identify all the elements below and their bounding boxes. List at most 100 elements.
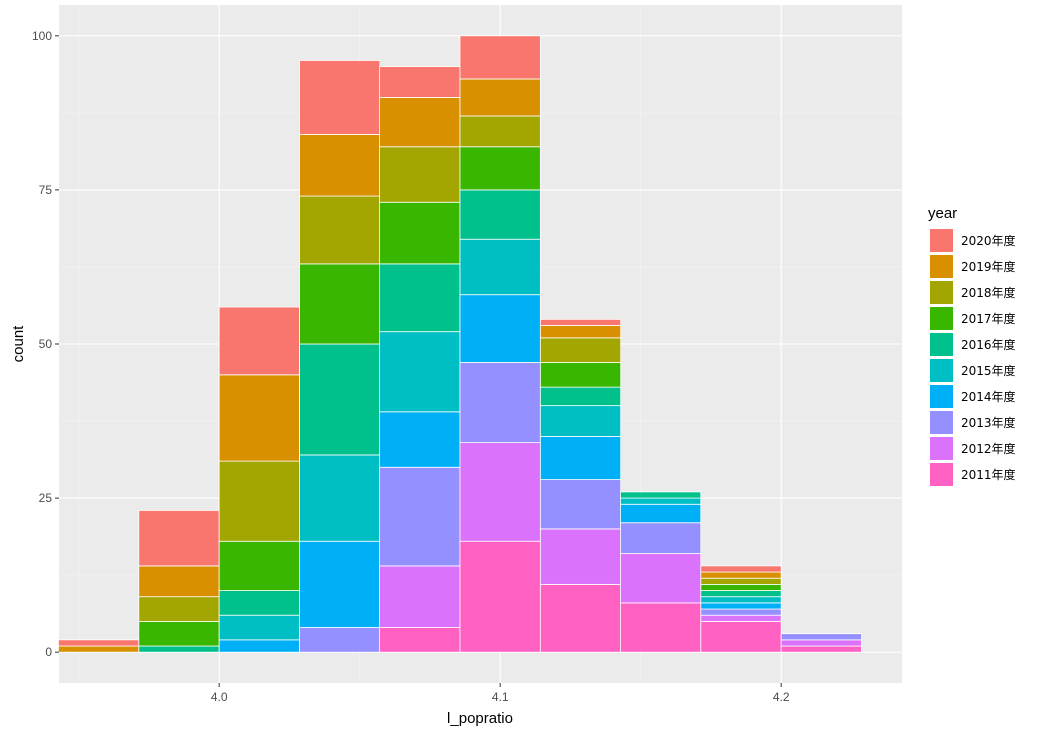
bar-segment xyxy=(299,343,381,456)
legend-key xyxy=(930,359,953,382)
bar-segment xyxy=(700,577,782,585)
y-tick-label: 50 xyxy=(39,337,53,351)
legend-label: 2014年度 xyxy=(961,389,1016,404)
bar-segment xyxy=(700,571,782,579)
bar-segment xyxy=(138,620,220,647)
bar-segment xyxy=(379,146,461,203)
bar-segment xyxy=(218,540,300,591)
bar-segment xyxy=(299,134,381,197)
legend-key xyxy=(930,437,953,460)
bar-segment xyxy=(539,479,622,530)
bar-segment xyxy=(218,374,300,462)
bar-segment xyxy=(539,362,622,388)
bar-segment xyxy=(218,460,300,542)
bar-segment xyxy=(620,497,702,505)
bar-segment xyxy=(299,195,381,265)
bar-segment xyxy=(379,331,461,413)
bar-segment xyxy=(218,306,300,376)
bar-segment xyxy=(620,491,702,499)
legend-key xyxy=(930,333,953,356)
y-axis-title: count xyxy=(10,325,27,363)
bar-segment xyxy=(780,645,862,653)
bar-segment xyxy=(459,78,541,117)
bar-segment xyxy=(539,318,622,326)
bar-segment xyxy=(620,602,702,653)
bar-segment xyxy=(138,596,220,622)
bar-segment xyxy=(780,633,862,641)
legend-label: 2011年度 xyxy=(961,467,1016,482)
bar-segment xyxy=(459,294,541,363)
y-tick-label: 75 xyxy=(39,183,53,197)
bar-segment xyxy=(700,608,782,616)
x-tick-label: 4.2 xyxy=(773,690,790,704)
legend-key xyxy=(930,411,953,434)
bar-segment xyxy=(379,97,461,148)
bar-segment xyxy=(459,115,541,148)
x-tick-label: 4.0 xyxy=(211,690,228,704)
bar-segment xyxy=(539,583,622,653)
legend-key xyxy=(930,281,953,304)
bar-segment xyxy=(379,627,461,653)
bars-layer xyxy=(58,35,862,653)
legend-key xyxy=(930,229,953,252)
bar-segment xyxy=(379,466,461,567)
bar-segment xyxy=(700,614,782,622)
bar-segment xyxy=(459,540,541,653)
legend-key xyxy=(930,463,953,486)
legend-label: 2015年度 xyxy=(961,363,1016,378)
bar-segment xyxy=(379,263,461,333)
bar-segment xyxy=(620,522,702,554)
bar-segment xyxy=(218,639,300,653)
bar-segment xyxy=(379,565,461,628)
legend-title: year xyxy=(928,205,957,222)
bar-segment xyxy=(539,325,622,339)
x-axis-title: l_popratio xyxy=(447,710,513,727)
bar-segment xyxy=(299,60,381,135)
legend-label: 2012年度 xyxy=(961,441,1016,456)
bar-segment xyxy=(459,189,541,240)
axes-layer: 0 25 50 75 100 4.0 4.1 4.2 xyxy=(32,29,790,704)
legend-label: 2017年度 xyxy=(961,311,1016,326)
bar-segment xyxy=(620,503,702,524)
bar-segment xyxy=(539,436,622,481)
legend-label: 2019年度 xyxy=(961,259,1016,274)
bar-segment xyxy=(299,454,381,542)
legend-key xyxy=(930,385,953,408)
x-tick-label: 4.1 xyxy=(492,690,509,704)
legend-label: 2018年度 xyxy=(961,285,1016,300)
bar-segment xyxy=(218,590,300,616)
bar-segment xyxy=(459,442,541,542)
bar-segment xyxy=(299,540,381,628)
bar-segment xyxy=(138,510,220,567)
bar-segment xyxy=(379,201,461,265)
bar-segment xyxy=(539,337,622,363)
bar-segment xyxy=(700,602,782,610)
bar-segment xyxy=(379,66,461,98)
bar-segment xyxy=(218,614,300,641)
bar-segment xyxy=(459,35,541,80)
y-tick-label: 100 xyxy=(32,29,52,43)
bar-segment xyxy=(379,411,461,468)
bar-segment xyxy=(539,405,622,437)
bar-segment xyxy=(58,645,140,653)
bar-segment xyxy=(459,146,541,191)
bar-segment xyxy=(299,263,381,345)
bar-segment xyxy=(459,238,541,296)
bar-segment xyxy=(299,627,381,653)
bar-segment xyxy=(700,620,782,653)
legend-key xyxy=(930,255,953,278)
y-tick-label: 0 xyxy=(45,645,52,659)
bar-segment xyxy=(780,639,862,647)
legend-label: 2016年度 xyxy=(961,337,1016,352)
bar-segment xyxy=(700,596,782,604)
bar-segment xyxy=(539,528,622,585)
bar-segment xyxy=(539,386,622,407)
bar-segment xyxy=(620,553,702,604)
legend-key xyxy=(930,307,953,330)
legend: year 2020年度 2019年度 2018年度 2017年度 2016年度 2015年… xyxy=(928,205,1016,486)
bar-segment xyxy=(700,583,782,591)
legend-label: 2020年度 xyxy=(961,233,1016,248)
legend-label: 2013年度 xyxy=(961,415,1016,430)
bar-segment xyxy=(700,590,782,598)
